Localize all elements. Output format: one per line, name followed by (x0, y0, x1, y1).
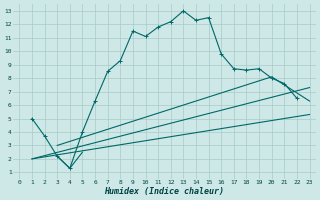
X-axis label: Humidex (Indice chaleur): Humidex (Indice chaleur) (104, 187, 224, 196)
